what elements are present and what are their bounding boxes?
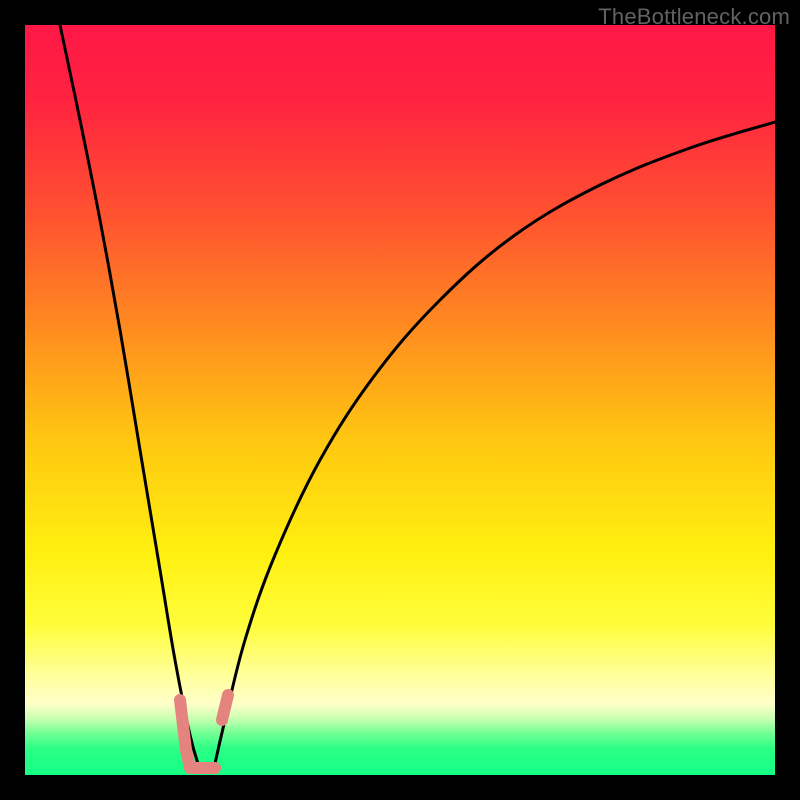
gradient-background (25, 25, 775, 775)
watermark-text: TheBottleneck.com (598, 4, 790, 30)
